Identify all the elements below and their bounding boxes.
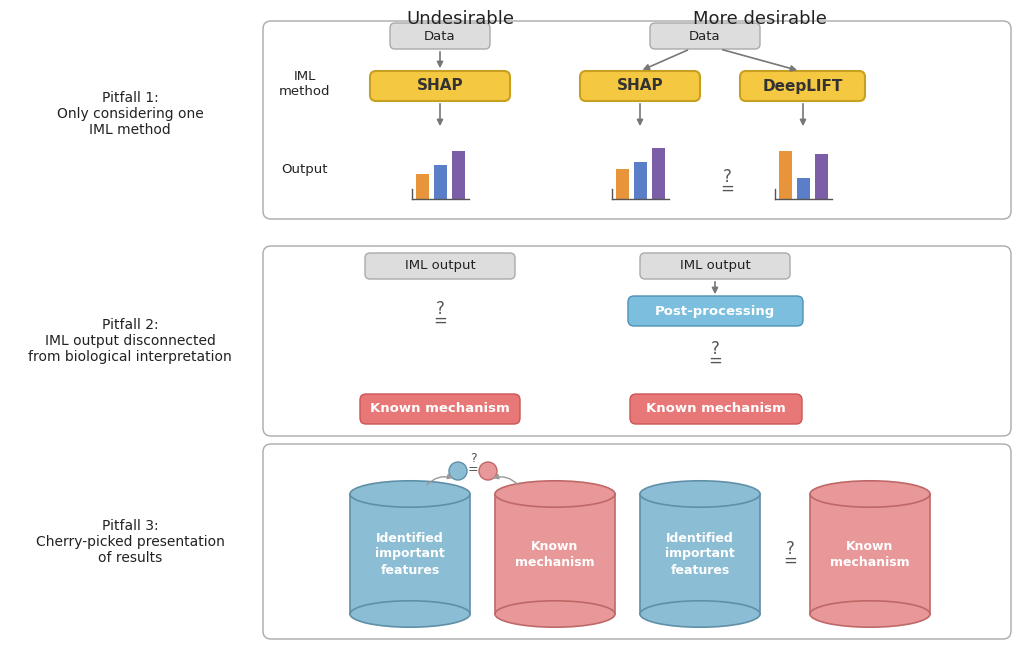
FancyBboxPatch shape — [628, 296, 803, 326]
Ellipse shape — [495, 481, 615, 508]
Text: DeepLIFT: DeepLIFT — [763, 79, 843, 93]
Text: Pitfall 3:
Cherry-picked presentation
of results: Pitfall 3: Cherry-picked presentation of… — [36, 519, 224, 565]
FancyBboxPatch shape — [390, 23, 490, 49]
FancyBboxPatch shape — [630, 394, 802, 424]
Text: IML output: IML output — [404, 260, 475, 273]
Ellipse shape — [350, 481, 470, 508]
Text: ?: ? — [470, 452, 476, 465]
FancyBboxPatch shape — [650, 23, 760, 49]
FancyBboxPatch shape — [365, 253, 515, 279]
Text: IML output: IML output — [680, 260, 751, 273]
Text: Identified
important
features: Identified important features — [375, 532, 444, 576]
Text: Data: Data — [689, 29, 721, 42]
Bar — [495, 494, 615, 614]
Bar — [640, 494, 760, 614]
Bar — [651, 149, 665, 199]
Text: Known
mechanism: Known mechanism — [515, 539, 595, 569]
Bar — [350, 494, 470, 614]
Ellipse shape — [810, 481, 930, 508]
Bar — [615, 169, 629, 199]
Text: ?: ? — [785, 540, 795, 558]
Text: Data: Data — [424, 29, 456, 42]
Text: =: = — [433, 312, 446, 330]
Text: Known mechanism: Known mechanism — [370, 402, 510, 415]
Bar — [814, 154, 827, 199]
Ellipse shape — [640, 481, 760, 508]
Text: IML
method: IML method — [280, 70, 331, 98]
Text: Post-processing: Post-processing — [655, 304, 775, 317]
Ellipse shape — [640, 601, 760, 627]
Text: ?: ? — [723, 168, 731, 186]
FancyBboxPatch shape — [580, 71, 700, 101]
Circle shape — [479, 462, 497, 480]
Text: SHAP: SHAP — [417, 79, 463, 93]
Bar — [452, 151, 465, 199]
Text: =: = — [720, 180, 734, 198]
Ellipse shape — [810, 601, 930, 627]
Ellipse shape — [495, 601, 615, 627]
Bar — [778, 151, 792, 199]
FancyBboxPatch shape — [360, 394, 520, 424]
Text: Pitfall 1:
Only considering one
IML method: Pitfall 1: Only considering one IML meth… — [56, 91, 204, 137]
Text: ?: ? — [435, 300, 444, 318]
Bar — [433, 165, 446, 199]
Text: Output: Output — [282, 162, 329, 175]
Ellipse shape — [350, 601, 470, 627]
Circle shape — [449, 462, 467, 480]
FancyBboxPatch shape — [640, 253, 790, 279]
Text: =: = — [708, 352, 722, 370]
Text: Identified
important
features: Identified important features — [666, 532, 735, 576]
Text: =: = — [783, 552, 797, 570]
Text: Known mechanism: Known mechanism — [646, 402, 785, 415]
Bar — [797, 178, 810, 199]
FancyBboxPatch shape — [263, 21, 1011, 219]
Bar — [416, 174, 428, 199]
Text: Known
mechanism: Known mechanism — [830, 539, 909, 569]
Text: Undesirable: Undesirable — [406, 10, 514, 28]
Text: Pitfall 2:
IML output disconnected
from biological interpretation: Pitfall 2: IML output disconnected from … — [28, 318, 231, 364]
FancyBboxPatch shape — [740, 71, 865, 101]
FancyBboxPatch shape — [263, 246, 1011, 436]
Text: SHAP: SHAP — [616, 79, 664, 93]
Bar — [634, 162, 646, 199]
FancyBboxPatch shape — [263, 444, 1011, 639]
FancyBboxPatch shape — [370, 71, 510, 101]
Text: =: = — [468, 463, 478, 476]
Text: ?: ? — [711, 340, 720, 358]
Bar — [810, 494, 930, 614]
Text: More desirable: More desirable — [693, 10, 827, 28]
